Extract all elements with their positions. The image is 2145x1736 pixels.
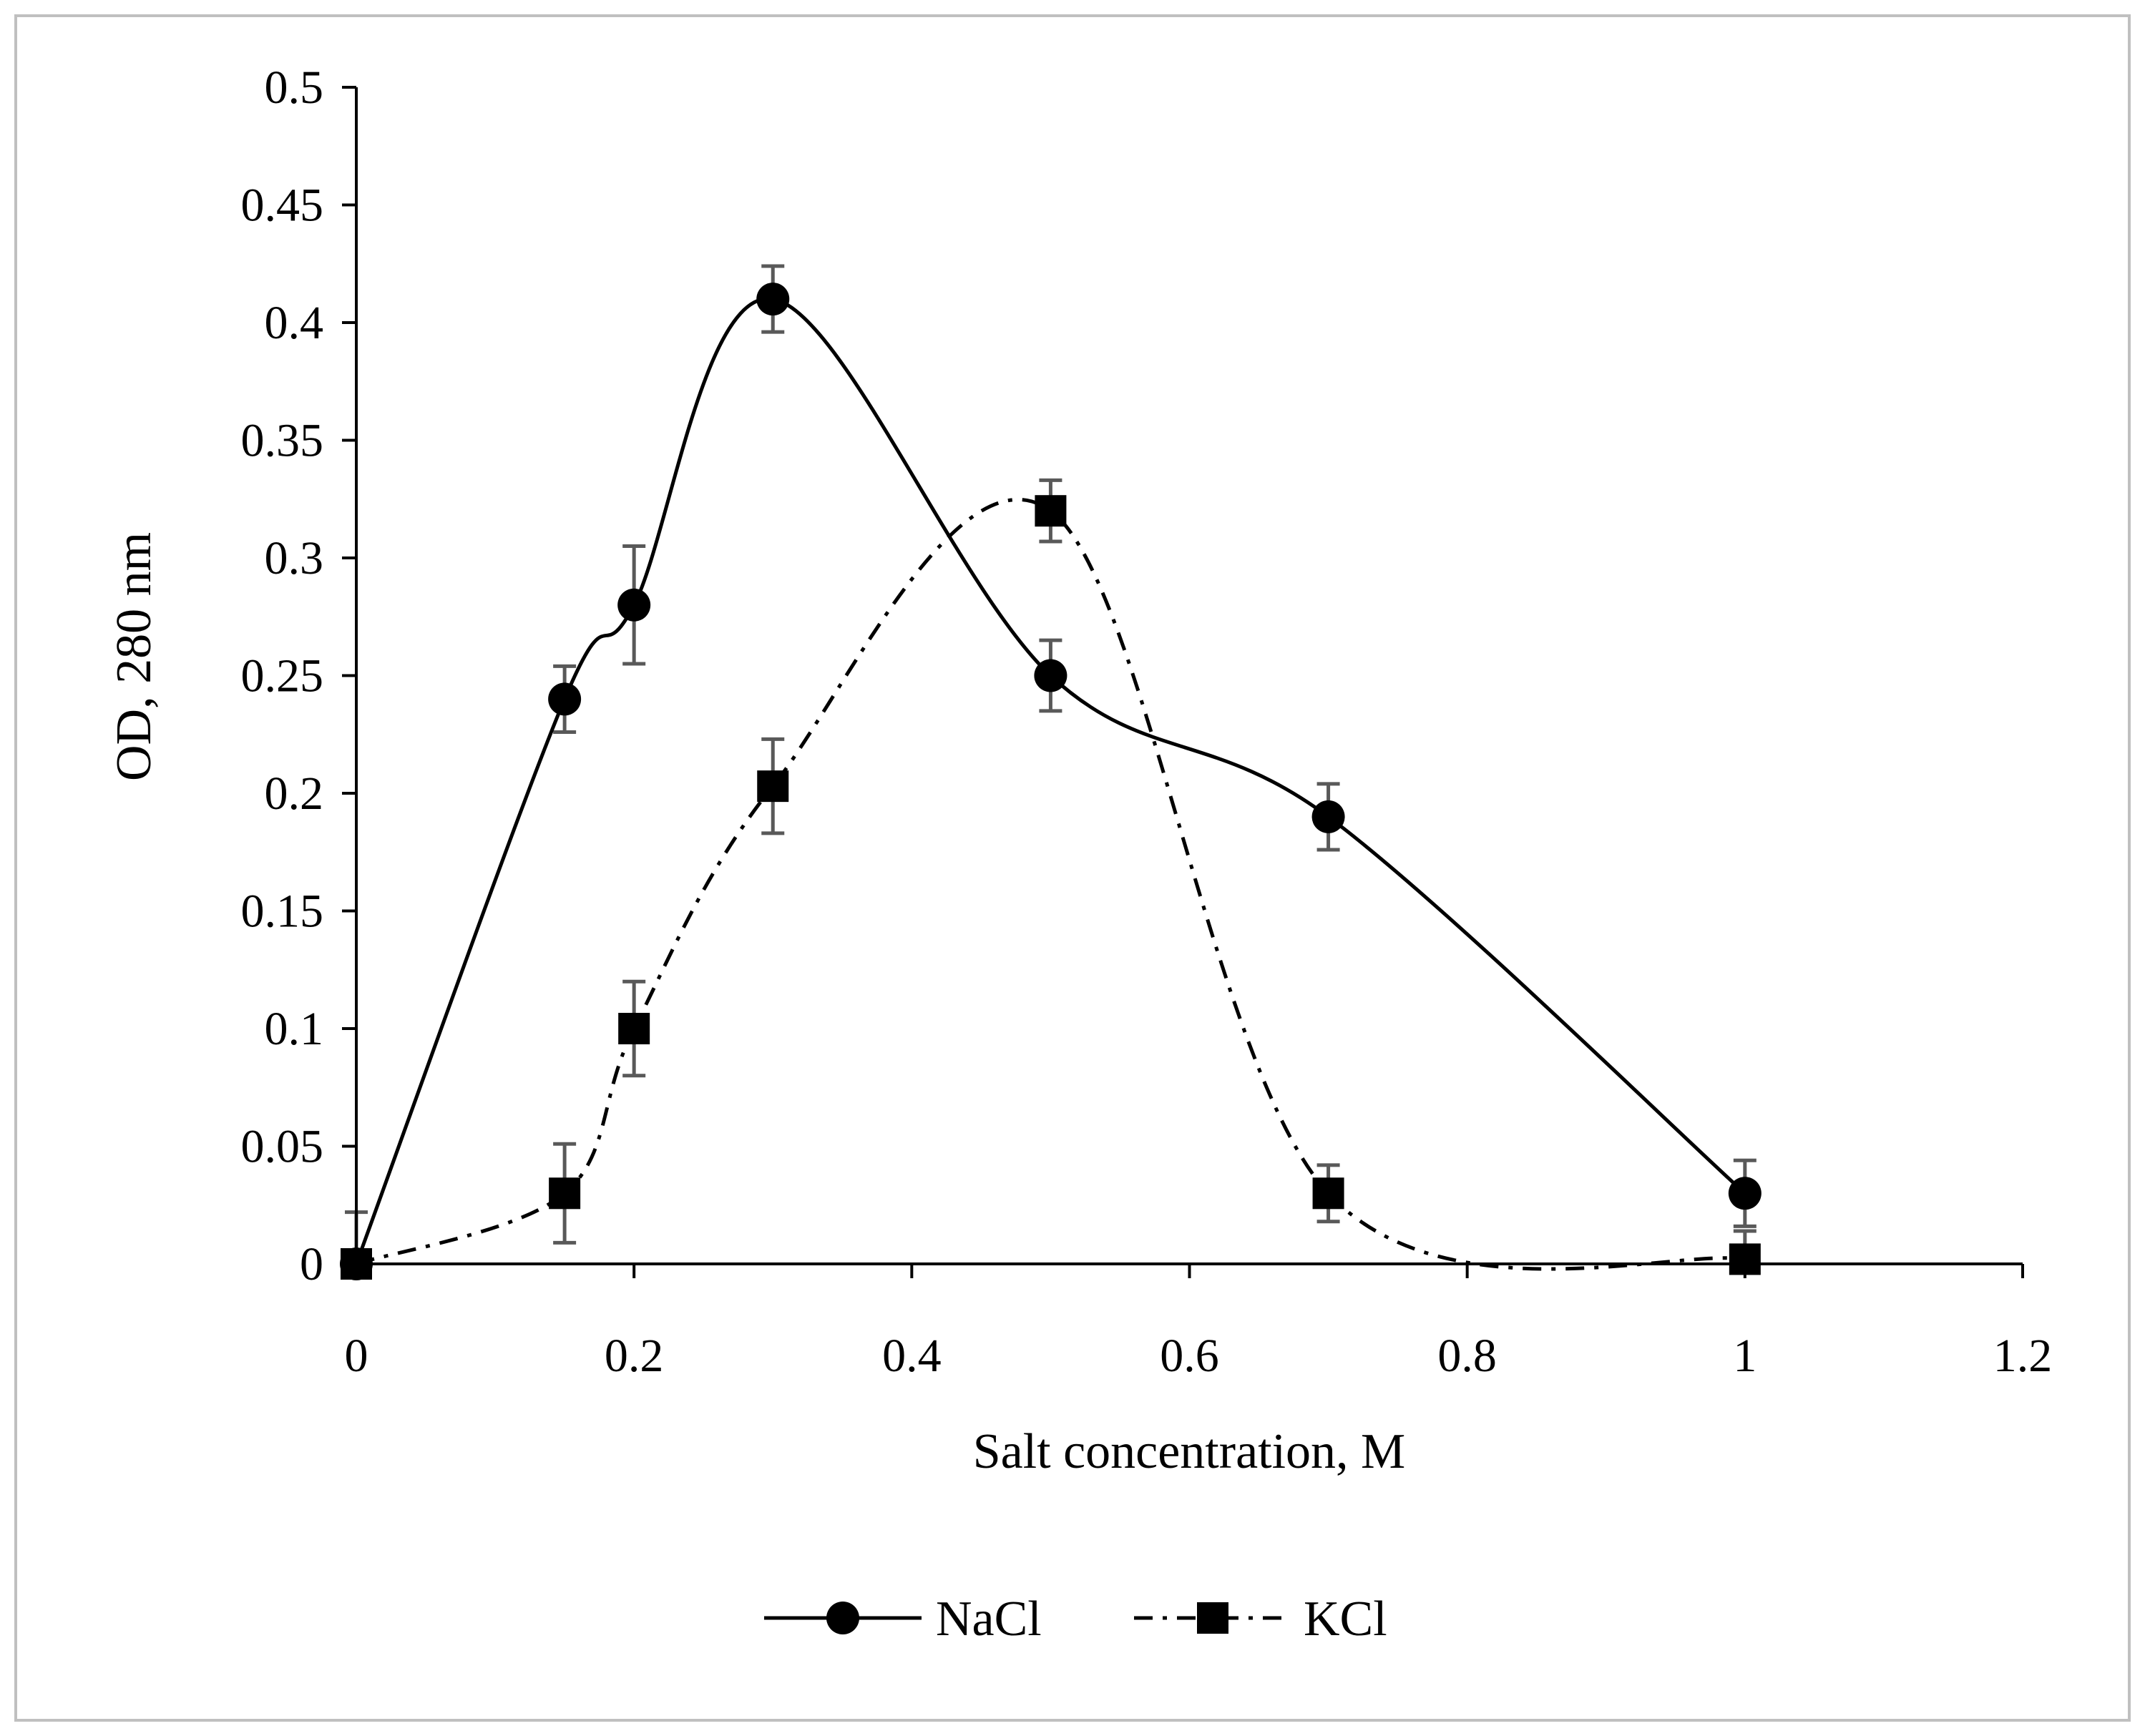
y-tick-label: 0.05 [241,1121,324,1173]
markers [340,283,1762,1280]
y-tick-label: 0.5 [265,62,324,114]
point-kcl [341,1248,372,1280]
point-kcl [1312,1177,1344,1210]
x-tick-label: 0 [345,1330,368,1382]
point-kcl [1035,495,1067,527]
y-tick-label: 0.15 [241,886,324,938]
legend: NaCl KCl [764,1592,1387,1647]
x-tick-label: 0.2 [605,1330,664,1382]
x-tick-label: 0.6 [1160,1330,1219,1382]
point-nacl [617,588,651,622]
point-kcl [1729,1243,1761,1275]
y-tick-label: 0.4 [265,297,324,349]
point-kcl [757,770,789,803]
tick-labels: 0 0.05 0.1 0.15 0.2 0.25 0.3 0.35 0.4 0.45 0.5 0 0.2… [241,62,2053,1382]
point-nacl [1034,659,1067,692]
legend-label-kcl: KCl [1304,1592,1387,1647]
legend-marker-kcl [1197,1602,1228,1634]
x-tick-label: 0.4 [882,1330,942,1382]
point-kcl [618,1013,650,1044]
legend-label-nacl: NaCl [936,1592,1042,1647]
x-axis-title: Salt concentration, M [973,1424,1406,1479]
series-line-kcl [356,497,1746,1271]
y-tick-label: 0 [300,1238,323,1290]
chart-frame [14,14,2131,1722]
y-tick-label: 0.35 [241,415,324,467]
legend-marker-nacl [826,1602,859,1634]
point-kcl [549,1177,581,1210]
y-tick-label: 0.25 [241,650,324,702]
point-nacl [1728,1177,1762,1210]
y-tick-label: 0.45 [241,180,324,232]
point-nacl [756,283,790,316]
point-nacl [1311,800,1345,833]
y-tick-label: 0.3 [265,532,324,584]
y-axis-title: OD, 280 nm [107,532,162,781]
x-tick-label: 1.2 [1993,1330,2053,1382]
x-tick-label: 1 [1733,1330,1756,1382]
point-nacl [548,682,582,716]
y-tick-label: 0.2 [265,768,324,820]
y-tick-label: 0.1 [265,1003,324,1055]
plot-area [340,86,2024,1280]
x-tick-label: 0.8 [1437,1330,1497,1382]
